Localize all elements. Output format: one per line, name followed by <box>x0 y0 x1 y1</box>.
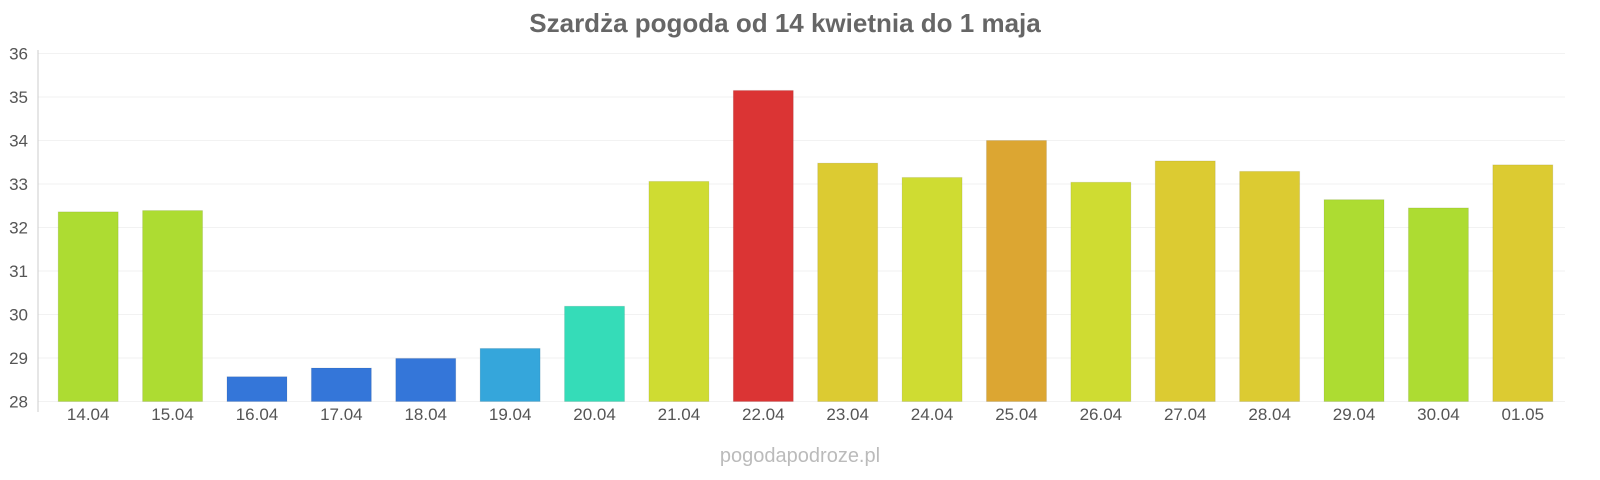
bar-24.04 <box>901 176 963 402</box>
bar-29.04 <box>1323 199 1385 402</box>
x-tick-label: 18.04 <box>404 405 447 424</box>
x-tick-label: 22.04 <box>742 405 785 424</box>
bar-26.04 <box>1070 181 1132 402</box>
x-tick-label: 24.04 <box>911 405 954 424</box>
bar-28.04 <box>1239 170 1301 402</box>
x-tick-label: 27.04 <box>1164 405 1207 424</box>
bar-20.04 <box>564 305 626 402</box>
bar-01.05 <box>1492 164 1554 402</box>
x-tick-label: 19.04 <box>489 405 532 424</box>
bar-22.04 <box>732 89 794 402</box>
bar-15.04 <box>142 210 204 402</box>
bar-23.04 <box>817 162 879 402</box>
y-tick-label: 31 <box>9 262 28 281</box>
y-tick-label: 34 <box>9 132 28 151</box>
y-tick-label: 35 <box>9 88 28 107</box>
site-credit: pogodapodroze.pl <box>720 445 880 467</box>
bar-30.04 <box>1407 207 1469 402</box>
x-tick-label: 29.04 <box>1333 405 1376 424</box>
bar-17.04 <box>310 367 372 403</box>
bar-27.04 <box>1154 160 1216 402</box>
bar-14.04 <box>57 211 119 402</box>
bar-16.04 <box>226 376 288 402</box>
y-tick-label: 30 <box>9 306 28 325</box>
bar-21.04 <box>648 180 710 402</box>
y-tick-label: 28 <box>9 393 28 412</box>
y-tick-label: 36 <box>9 45 28 64</box>
x-tick-label: 15.04 <box>151 405 194 424</box>
y-tick-label: 33 <box>9 175 28 194</box>
x-tick-label: 25.04 <box>995 405 1038 424</box>
y-tick-label: 29 <box>9 349 28 368</box>
bar-25.04 <box>985 140 1047 402</box>
bar-19.04 <box>479 347 541 402</box>
chart-title: Szardża pogoda od 14 kwietnia do 1 maja <box>529 8 1041 38</box>
x-tick-label: 14.04 <box>67 405 110 424</box>
x-tick-label: 17.04 <box>320 405 363 424</box>
y-tick-label: 32 <box>9 219 28 238</box>
x-tick-label: 23.04 <box>826 405 869 424</box>
x-tick-label: 01.05 <box>1502 405 1545 424</box>
x-tick-label: 21.04 <box>658 405 701 424</box>
bar-18.04 <box>395 357 457 402</box>
x-tick-label: 16.04 <box>236 405 279 424</box>
x-tick-label: 26.04 <box>1080 405 1123 424</box>
x-tick-label: 20.04 <box>573 405 616 424</box>
x-tick-label: 30.04 <box>1417 405 1460 424</box>
x-tick-label: 28.04 <box>1248 405 1291 424</box>
